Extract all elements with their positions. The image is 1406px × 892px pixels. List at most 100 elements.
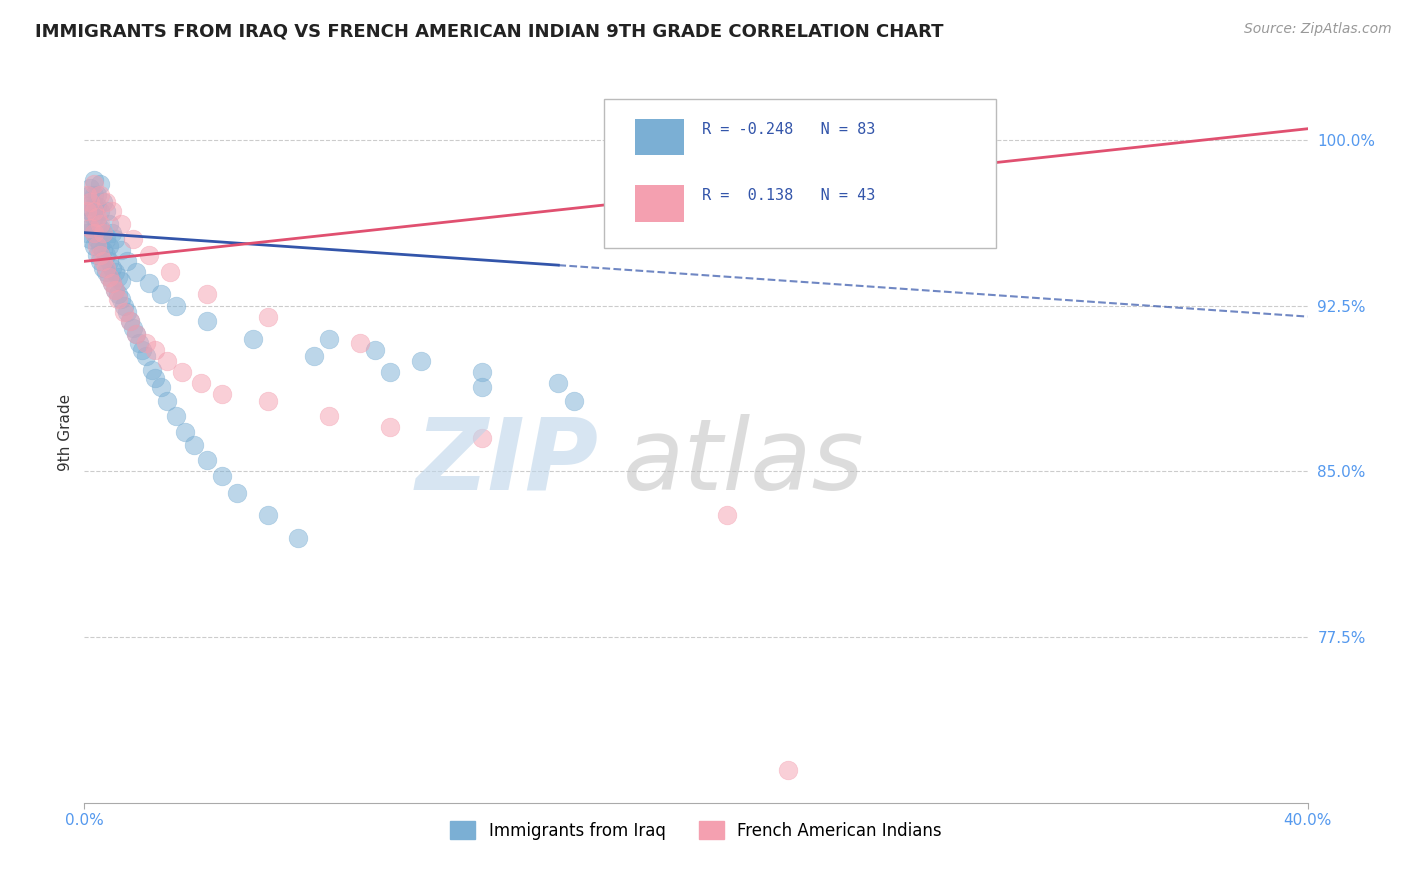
Point xyxy=(104,283,127,297)
Point xyxy=(183,438,205,452)
Point xyxy=(104,232,127,246)
Point xyxy=(86,232,108,246)
Y-axis label: 9th Grade: 9th Grade xyxy=(58,394,73,471)
Point xyxy=(91,226,114,240)
Point xyxy=(471,431,494,445)
Point xyxy=(138,277,160,291)
Point xyxy=(97,254,120,268)
Point xyxy=(287,531,309,545)
Point xyxy=(122,232,145,246)
Point xyxy=(91,226,114,240)
Point xyxy=(107,269,129,284)
Point xyxy=(86,210,108,224)
Point xyxy=(138,248,160,262)
Point xyxy=(83,188,105,202)
Point xyxy=(79,221,101,235)
Point xyxy=(83,210,105,224)
Point xyxy=(89,203,111,218)
Point xyxy=(89,221,111,235)
Point xyxy=(83,226,105,240)
Point xyxy=(195,314,218,328)
Point xyxy=(149,287,172,301)
Point xyxy=(101,277,124,291)
Point xyxy=(135,350,157,364)
Point xyxy=(302,350,325,364)
Point xyxy=(122,320,145,334)
Point xyxy=(112,305,135,319)
Point xyxy=(125,327,148,342)
Point xyxy=(94,248,117,262)
Point xyxy=(94,265,117,279)
Text: atlas: atlas xyxy=(623,414,865,511)
Point xyxy=(94,194,117,209)
Point xyxy=(115,305,138,319)
Point xyxy=(211,468,233,483)
Text: IMMIGRANTS FROM IRAQ VS FRENCH AMERICAN INDIAN 9TH GRADE CORRELATION CHART: IMMIGRANTS FROM IRAQ VS FRENCH AMERICAN … xyxy=(35,22,943,40)
Point xyxy=(165,299,187,313)
Point xyxy=(97,269,120,284)
Point xyxy=(91,244,114,258)
Point xyxy=(257,310,280,324)
Point xyxy=(156,393,179,408)
Point xyxy=(101,277,124,291)
Point xyxy=(94,232,117,246)
Point xyxy=(97,239,120,253)
Point xyxy=(120,314,142,328)
Point xyxy=(89,177,111,191)
Point xyxy=(110,217,132,231)
Point xyxy=(79,194,101,209)
Point xyxy=(110,274,132,288)
Point xyxy=(318,332,340,346)
Point xyxy=(149,380,172,394)
Point xyxy=(112,299,135,313)
Point xyxy=(131,343,153,357)
Point xyxy=(79,181,101,195)
Point xyxy=(104,265,127,279)
FancyBboxPatch shape xyxy=(636,119,683,155)
Point xyxy=(349,336,371,351)
Point xyxy=(174,425,197,439)
Point xyxy=(156,353,179,368)
Point xyxy=(257,508,280,523)
Point xyxy=(172,365,194,379)
Point xyxy=(76,199,98,213)
Point xyxy=(141,362,163,376)
Point xyxy=(115,254,138,268)
Point xyxy=(257,393,280,408)
Point xyxy=(101,260,124,275)
Point xyxy=(91,194,114,209)
Point xyxy=(97,269,120,284)
Point xyxy=(83,226,105,240)
Point xyxy=(242,332,264,346)
Point xyxy=(86,217,108,231)
Point xyxy=(471,380,494,394)
Point xyxy=(83,239,105,253)
Point xyxy=(89,239,111,253)
Point xyxy=(135,336,157,351)
Point xyxy=(125,327,148,342)
Point xyxy=(107,292,129,306)
Point xyxy=(776,763,799,777)
Point xyxy=(94,260,117,275)
Point xyxy=(86,199,108,213)
Point xyxy=(89,188,111,202)
Point xyxy=(562,393,585,408)
Point xyxy=(143,343,166,357)
Point xyxy=(125,265,148,279)
Point xyxy=(380,365,402,379)
Point xyxy=(79,232,101,246)
Point xyxy=(79,221,101,235)
Point xyxy=(86,248,108,262)
Point xyxy=(165,409,187,423)
Point xyxy=(97,217,120,231)
Point xyxy=(107,287,129,301)
Point xyxy=(104,283,127,297)
Point xyxy=(94,203,117,218)
Point xyxy=(86,188,108,202)
Text: ZIP: ZIP xyxy=(415,414,598,511)
Point xyxy=(110,244,132,258)
Point xyxy=(159,265,181,279)
Point xyxy=(91,260,114,275)
Point xyxy=(89,217,111,231)
Point xyxy=(89,254,111,268)
